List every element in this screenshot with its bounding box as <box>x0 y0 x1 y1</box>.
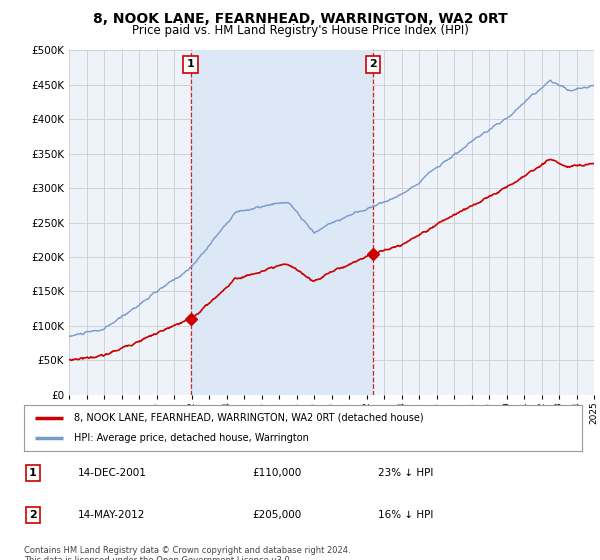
Text: £205,000: £205,000 <box>252 510 301 520</box>
Bar <box>191 50 373 395</box>
Text: 1: 1 <box>29 468 37 478</box>
Text: 14-DEC-2001: 14-DEC-2001 <box>78 468 147 478</box>
Text: 1: 1 <box>187 59 194 69</box>
Text: 14-MAY-2012: 14-MAY-2012 <box>78 510 145 520</box>
Text: 8, NOOK LANE, FEARNHEAD, WARRINGTON, WA2 0RT: 8, NOOK LANE, FEARNHEAD, WARRINGTON, WA2… <box>92 12 508 26</box>
Text: £110,000: £110,000 <box>252 468 301 478</box>
Text: Price paid vs. HM Land Registry's House Price Index (HPI): Price paid vs. HM Land Registry's House … <box>131 24 469 37</box>
Text: HPI: Average price, detached house, Warrington: HPI: Average price, detached house, Warr… <box>74 433 309 443</box>
Text: 23% ↓ HPI: 23% ↓ HPI <box>378 468 433 478</box>
Text: 8, NOOK LANE, FEARNHEAD, WARRINGTON, WA2 0RT (detached house): 8, NOOK LANE, FEARNHEAD, WARRINGTON, WA2… <box>74 413 424 423</box>
Text: 2: 2 <box>29 510 37 520</box>
Text: 2: 2 <box>369 59 377 69</box>
Text: 16% ↓ HPI: 16% ↓ HPI <box>378 510 433 520</box>
Text: Contains HM Land Registry data © Crown copyright and database right 2024.
This d: Contains HM Land Registry data © Crown c… <box>24 546 350 560</box>
